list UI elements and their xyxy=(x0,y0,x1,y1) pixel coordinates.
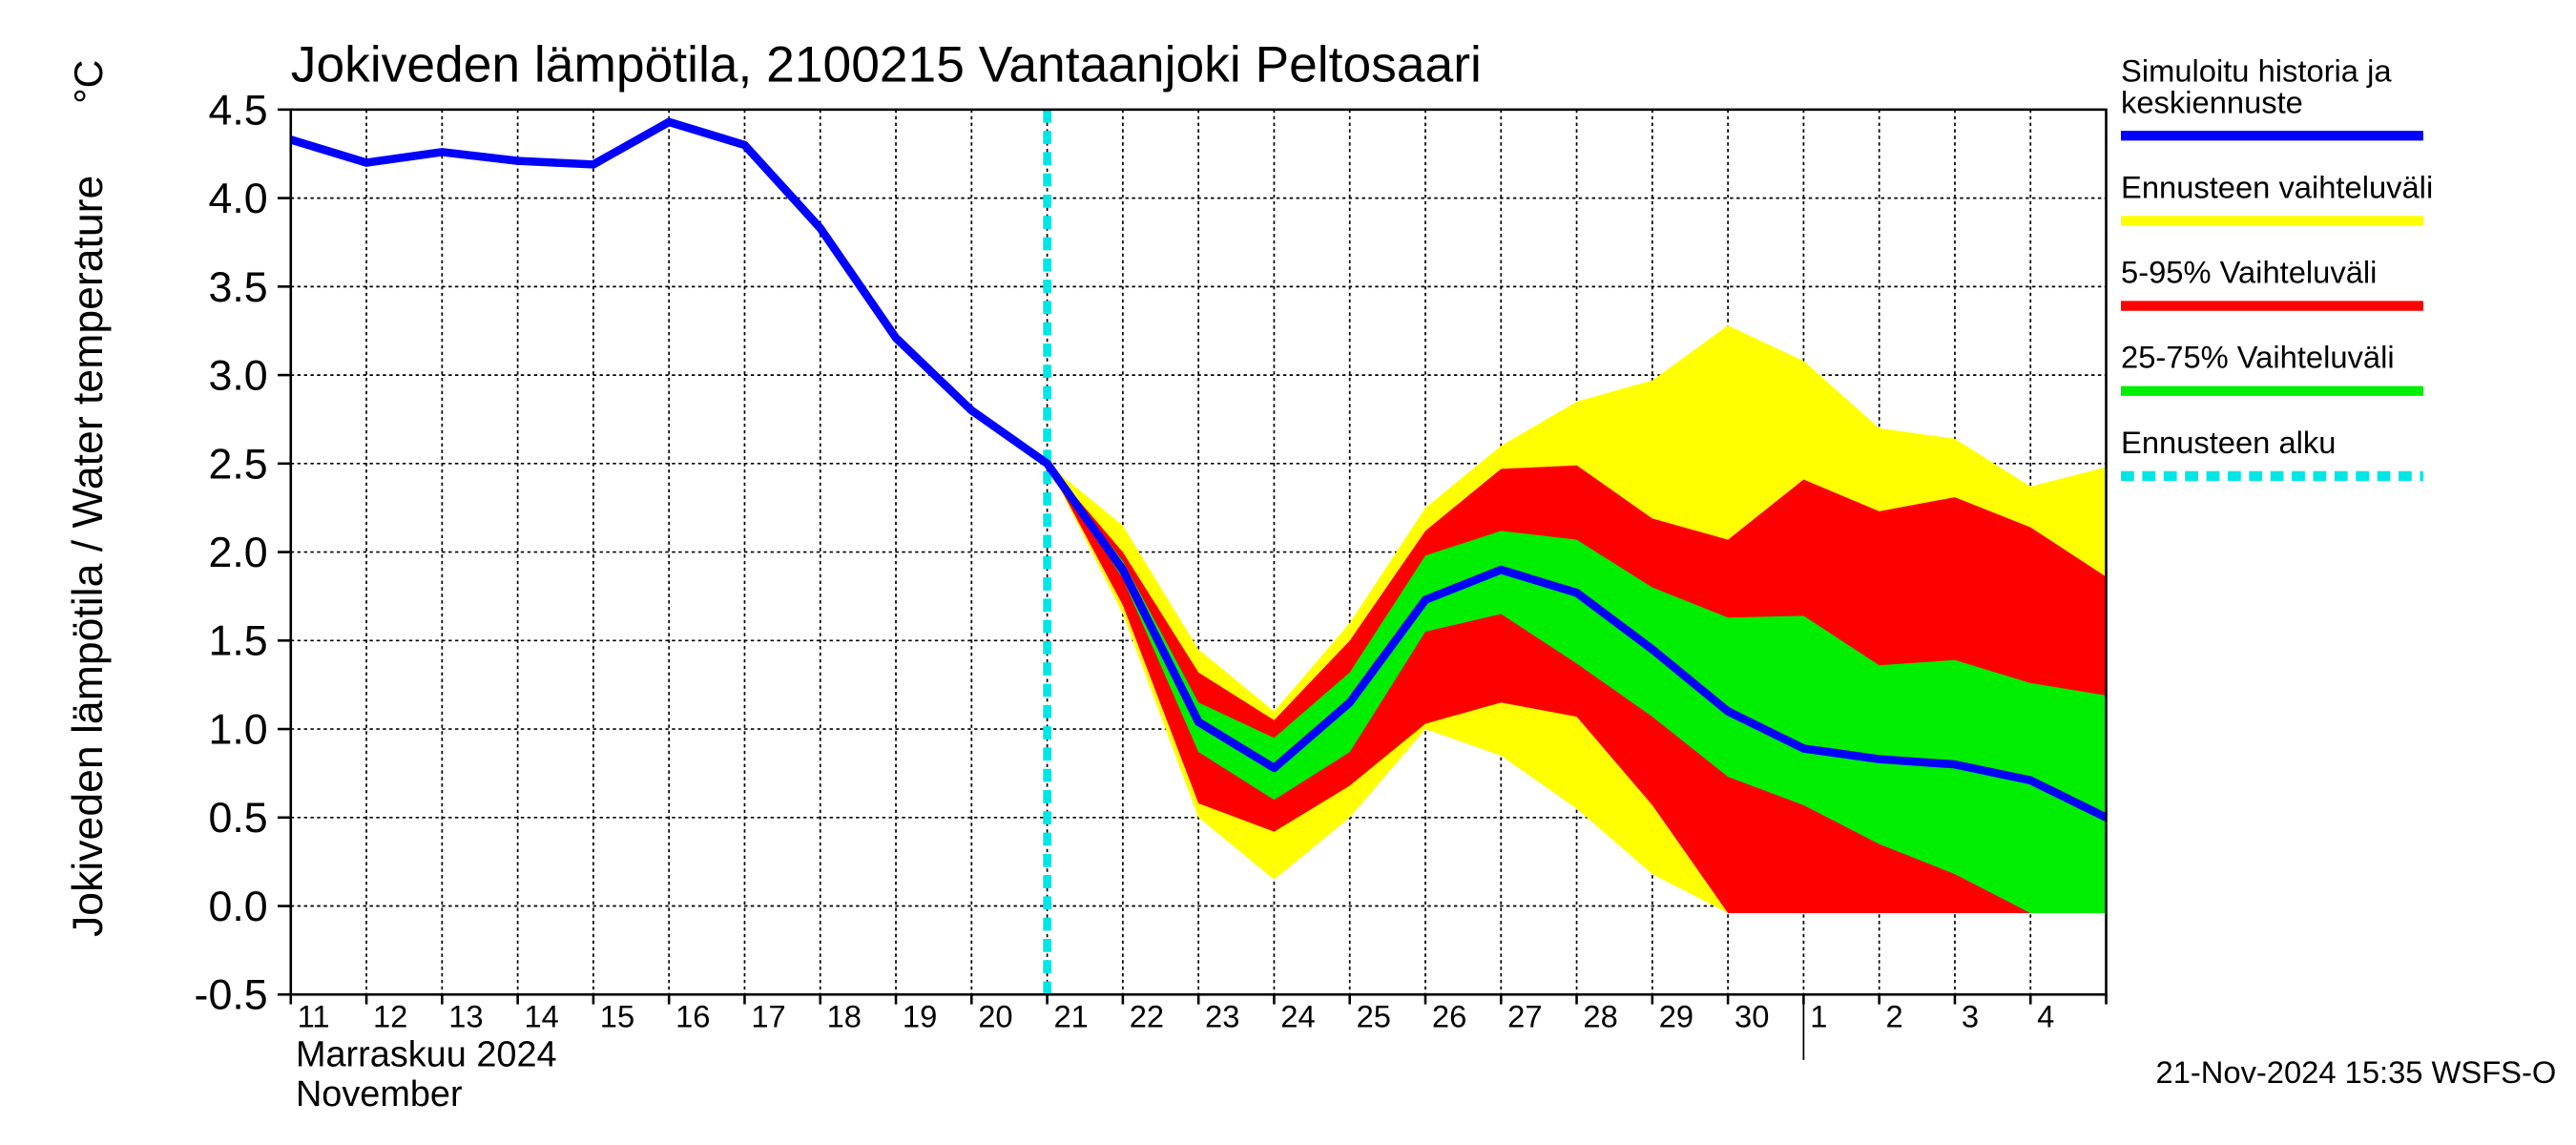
legend: Simuloitu historia ja keskiennuste Ennust… xyxy=(2121,53,2433,481)
chart-title: Jokiveden lämpötila, 2100215 Vantaanjoki… xyxy=(291,37,1482,94)
x-tick-label: 15 xyxy=(600,999,634,1034)
plot-area: -0.50.00.51.01.52.02.53.03.54.04.511 12 13… xyxy=(195,87,2109,1060)
x-tick-label: 4 xyxy=(2037,999,2054,1034)
x-tick-label: 1 xyxy=(1810,999,1827,1034)
unit-label: °C xyxy=(67,60,111,104)
x-tick-label: 13 xyxy=(448,999,483,1034)
legend-label: 25-75% Vaihteluväli xyxy=(2121,340,2395,375)
y-tick-label: 0.0 xyxy=(208,884,267,930)
y-tick-label: 4.0 xyxy=(208,176,267,222)
x-tick-label: 11 xyxy=(298,999,330,1034)
x-tick-label: 14 xyxy=(525,999,559,1034)
timestamp: 21-Nov-2024 15:35 WSFS-O xyxy=(2156,1054,2557,1090)
x-tick-label: 17 xyxy=(751,999,785,1034)
x-tick-label: 27 xyxy=(1507,999,1542,1034)
y-tick-label: 0.5 xyxy=(208,795,267,842)
x-tick-label: 30 xyxy=(1735,999,1769,1034)
month-label-en: November xyxy=(296,1074,463,1114)
y-tick-label: 3.5 xyxy=(208,264,267,311)
x-tick-label: 16 xyxy=(675,999,710,1034)
x-tick-label: 20 xyxy=(978,999,1012,1034)
band-area xyxy=(1047,463,2107,913)
y-tick-label: 2.0 xyxy=(208,530,267,576)
x-tick-label: 21 xyxy=(1053,999,1088,1034)
y-tick-label: 3.0 xyxy=(208,353,267,400)
legend-label: Ennusteen alku xyxy=(2121,425,2336,460)
y-tick-label: 2.5 xyxy=(208,441,267,488)
x-tick-label: 12 xyxy=(373,999,407,1034)
y-tick-label: 1.5 xyxy=(208,618,267,665)
legend-label: Simuloitu historia ja keskiennuste xyxy=(2121,53,2400,119)
x-tick-label: 25 xyxy=(1357,999,1391,1034)
y-axis-label: Jokiveden lämpötila / Water temperature xyxy=(65,176,112,937)
plot-frame xyxy=(289,108,2108,996)
x-tick-label: 18 xyxy=(827,999,862,1034)
x-tick-label: 19 xyxy=(903,999,937,1034)
y-tick-label: -0.5 xyxy=(195,972,268,1019)
x-tick-label: 29 xyxy=(1659,999,1693,1034)
x-tick-label: 22 xyxy=(1130,999,1164,1034)
x-tick-label: 26 xyxy=(1432,999,1466,1034)
x-tick-label: 3 xyxy=(1962,999,1979,1034)
x-tick-label: 24 xyxy=(1280,999,1315,1034)
x-tick-label: 28 xyxy=(1583,999,1617,1034)
x-tick-label: 2 xyxy=(1886,999,1903,1034)
y-tick-label: 4.5 xyxy=(208,87,267,134)
month-label-fi: Marraskuu 2024 xyxy=(296,1035,557,1075)
x-tick-label: 23 xyxy=(1205,999,1239,1034)
legend-label: 5-95% Vaihteluväli xyxy=(2121,255,2377,290)
series-line xyxy=(289,117,2109,822)
legend-label: Ennusteen vaihteluväli xyxy=(2121,169,2433,204)
y-tick-label: 1.0 xyxy=(208,707,267,754)
